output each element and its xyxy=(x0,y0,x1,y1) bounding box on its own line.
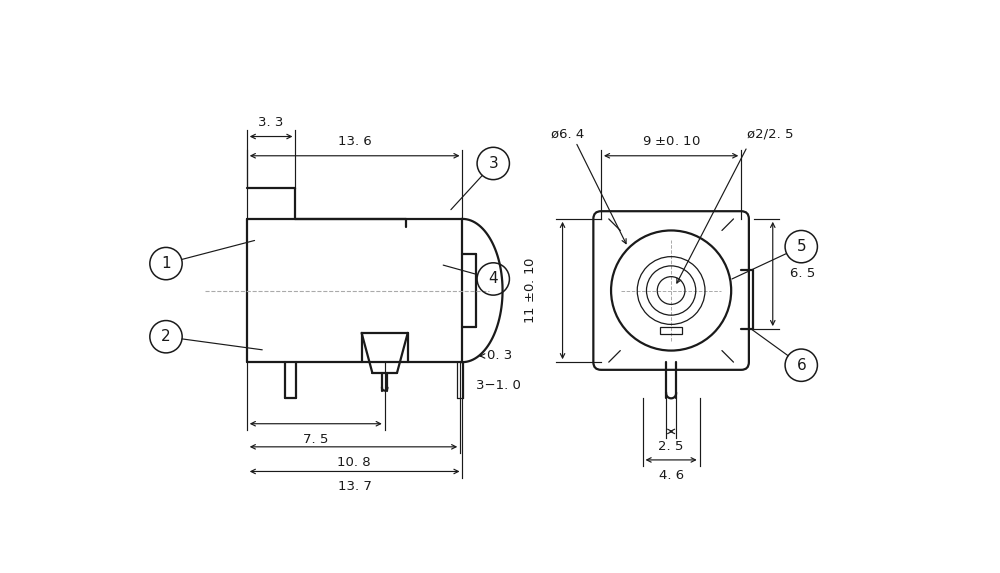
Bar xyxy=(660,327,682,335)
Text: 0. 3: 0. 3 xyxy=(487,350,512,363)
Text: 10. 8: 10. 8 xyxy=(337,456,370,469)
Text: 4: 4 xyxy=(488,272,498,286)
Text: 3. 3: 3. 3 xyxy=(258,116,284,129)
Text: 9 $\pm$0. 10: 9 $\pm$0. 10 xyxy=(642,135,700,148)
Text: 7. 5: 7. 5 xyxy=(303,433,328,446)
Text: 1: 1 xyxy=(161,256,171,271)
Text: 2: 2 xyxy=(161,329,171,344)
Text: 13. 7: 13. 7 xyxy=(338,480,372,493)
Text: ø2/2. 5: ø2/2. 5 xyxy=(747,128,794,141)
Text: 3−1. 0: 3−1. 0 xyxy=(476,379,520,392)
Text: 5: 5 xyxy=(796,239,806,254)
Text: 13. 6: 13. 6 xyxy=(338,135,372,148)
Text: 6. 5: 6. 5 xyxy=(790,268,815,280)
Text: 6: 6 xyxy=(796,358,806,372)
Text: ø6. 4: ø6. 4 xyxy=(551,128,585,141)
Text: 11 $\pm$0. 10: 11 $\pm$0. 10 xyxy=(524,257,537,324)
Text: 2. 5: 2. 5 xyxy=(658,440,684,453)
Text: 4. 6: 4. 6 xyxy=(659,469,684,482)
Text: 3: 3 xyxy=(488,156,498,171)
